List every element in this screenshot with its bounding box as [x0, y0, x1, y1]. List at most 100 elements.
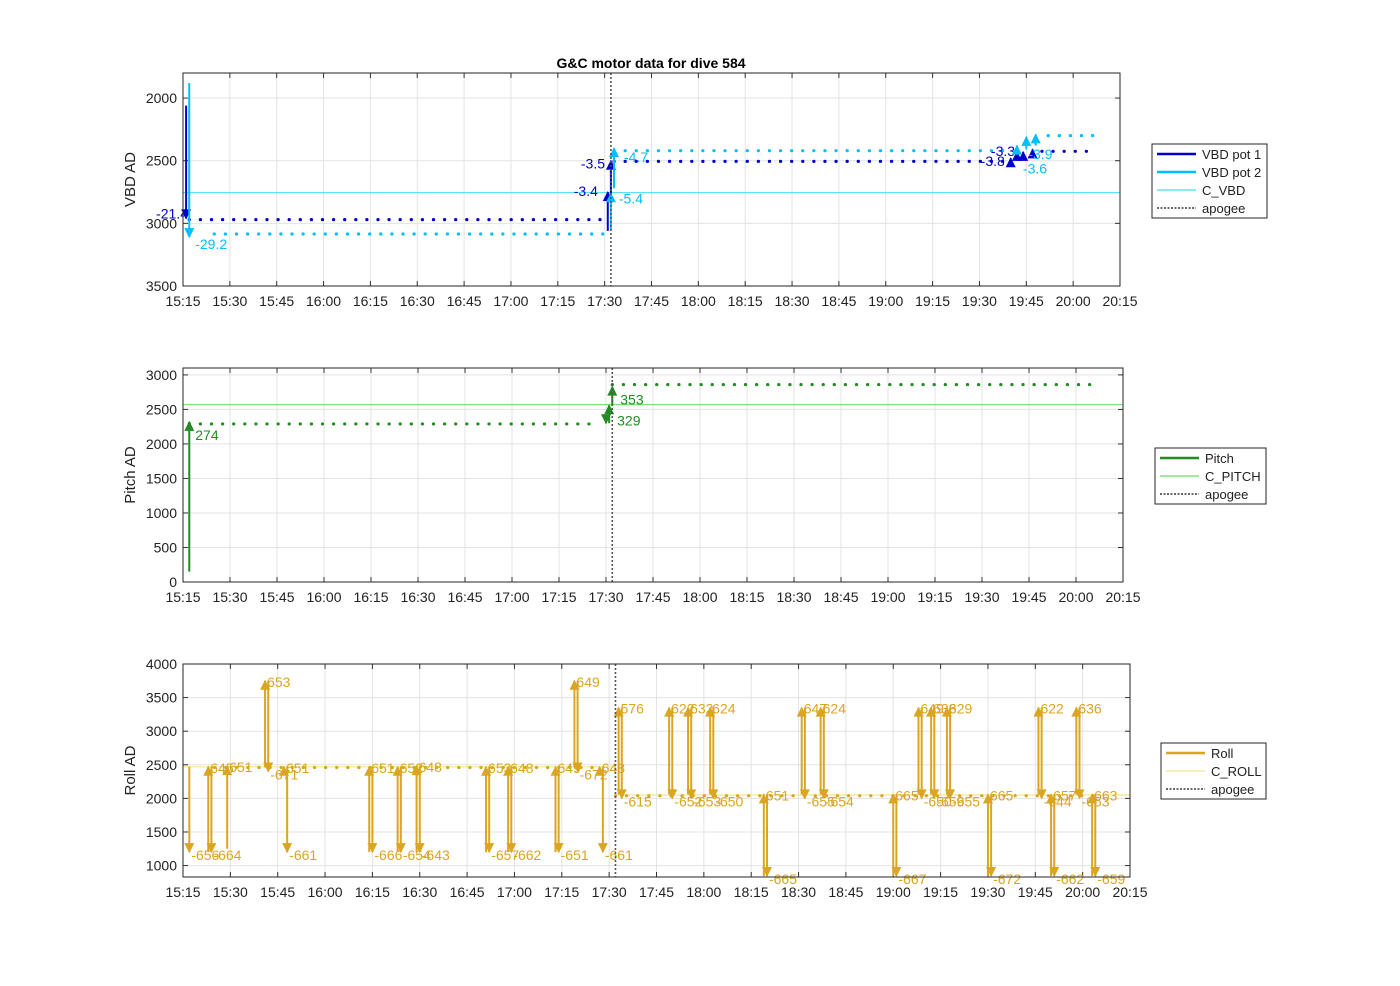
- move-arrowhead: [1074, 789, 1085, 800]
- x-tick-label: 17:45: [635, 589, 670, 605]
- x-tick-label: 17:00: [494, 589, 529, 605]
- move-label: -652: [674, 793, 702, 809]
- motor-move: -3.8: [981, 153, 1016, 169]
- move-arrowhead: [1049, 867, 1060, 877]
- x-tick-label: 18:30: [781, 884, 816, 900]
- y-tick-label: 1000: [146, 505, 177, 521]
- legend-label: apogee: [1205, 487, 1248, 502]
- motor-move: -3.9: [1021, 135, 1053, 162]
- move-arrowhead: [367, 843, 378, 854]
- move-label: -653: [693, 793, 721, 809]
- move-label: 624: [823, 701, 847, 717]
- move-arrowhead: [184, 228, 195, 239]
- legend-label: C_VBD: [1202, 183, 1245, 198]
- move-arrowhead: [616, 789, 627, 800]
- legend-label: VBD pot 2: [1202, 165, 1261, 180]
- move-label: -656: [191, 847, 219, 863]
- move-arrowhead: [916, 789, 927, 800]
- move-arrowhead: [282, 843, 293, 854]
- move-label: -4.7: [624, 149, 648, 165]
- y-tick-label: 3000: [146, 723, 177, 739]
- x-tick-label: 18:00: [681, 293, 716, 309]
- legend-label: Roll: [1211, 746, 1234, 761]
- motor-move: -655: [945, 707, 980, 809]
- x-tick-label: 19:15: [915, 293, 950, 309]
- move-label: -3.9: [1028, 146, 1052, 162]
- axes-box: [182, 72, 1121, 287]
- x-tick-label: 20:15: [1102, 293, 1137, 309]
- move-arrowhead: [761, 867, 772, 877]
- motor-move: -657: [484, 766, 519, 863]
- panel-vbd: 15:15 15:30 15:45 16:00 16:15 16:30 16:45 17:00…: [122, 72, 1268, 309]
- motor-move: -664: [206, 766, 242, 863]
- motor-move: 576: [613, 701, 644, 795]
- move-label: -655: [952, 793, 980, 809]
- move-label: 636: [1078, 701, 1102, 717]
- motor-move: 665: [888, 787, 919, 876]
- motor-move: -659: [929, 707, 965, 809]
- motor-move: -650: [708, 707, 744, 809]
- move-arrowhead: [607, 385, 618, 396]
- x-tick-label: 17:30: [588, 589, 623, 605]
- motor-move: -29.2: [184, 83, 227, 252]
- move-label: -664: [213, 847, 241, 863]
- x-tick-label: 19:30: [970, 884, 1005, 900]
- x-tick-label: 16:30: [400, 589, 435, 605]
- move-label: -662: [1056, 871, 1084, 887]
- motor-move: 657: [1046, 787, 1077, 876]
- y-tick-label: 3000: [146, 367, 177, 383]
- motor-move: -659: [1090, 794, 1126, 887]
- move-arrowhead: [1090, 867, 1101, 877]
- motor-move: -661: [282, 766, 317, 863]
- x-tick-label: 15:45: [259, 293, 294, 309]
- x-tick-label: 18:45: [823, 589, 858, 605]
- y-tick-label: 1500: [146, 470, 177, 486]
- x-tick-label: 16:15: [355, 884, 390, 900]
- legend-label: VBD pot 1: [1202, 147, 1261, 162]
- motor-move: 651: [222, 759, 253, 849]
- move-label: 648: [419, 759, 443, 775]
- x-tick-label: 19:15: [917, 589, 952, 605]
- move-label: -615: [624, 793, 652, 809]
- motor-move: -661: [597, 766, 633, 863]
- motor-move: -666: [367, 766, 403, 863]
- x-tick-label: 18:15: [728, 293, 763, 309]
- move-label: -650: [924, 793, 952, 809]
- move-arrowhead: [667, 789, 678, 800]
- x-tick-label: 15:45: [259, 589, 294, 605]
- move-arrowhead: [1036, 789, 1047, 800]
- move-label: -667: [898, 871, 926, 887]
- axes-box: [182, 367, 1124, 583]
- move-arrowhead: [414, 843, 425, 854]
- y-tick-label: 2000: [146, 790, 177, 806]
- legend-label: apogee: [1211, 782, 1254, 797]
- move-label: 653: [267, 674, 291, 690]
- motor-move: 274: [184, 420, 219, 572]
- x-tick-label: 19:00: [870, 589, 905, 605]
- motor-move: -672: [986, 794, 1021, 887]
- motor-move: -662: [506, 766, 542, 863]
- move-label: -654: [403, 847, 431, 863]
- x-tick-label: 19:45: [1009, 293, 1044, 309]
- motor-move: -665: [761, 794, 797, 887]
- panel-roll: 15:15 15:30 15:45 16:00 16:15 16:30 16:45 17:00…: [122, 656, 1267, 900]
- x-tick-label: 18:30: [775, 293, 810, 309]
- motor-move: -667: [891, 794, 927, 887]
- x-tick-label: 19:00: [876, 884, 911, 900]
- move-label: -3.3: [991, 143, 1015, 159]
- move-arrowhead: [1005, 157, 1016, 168]
- motor-move: [1018, 150, 1029, 161]
- move-arrowhead: [572, 762, 583, 773]
- motor-move: -4.7: [609, 147, 648, 189]
- x-tick-label: 18:45: [828, 884, 863, 900]
- x-tick-label: 16:00: [308, 884, 343, 900]
- x-tick-label: 15:30: [212, 293, 247, 309]
- x-tick-label: 17:15: [541, 589, 576, 605]
- move-arrowhead: [395, 843, 406, 854]
- y-tick-label: 3500: [146, 690, 177, 706]
- move-label: 353: [620, 392, 644, 408]
- x-tick-label: 16:45: [447, 589, 482, 605]
